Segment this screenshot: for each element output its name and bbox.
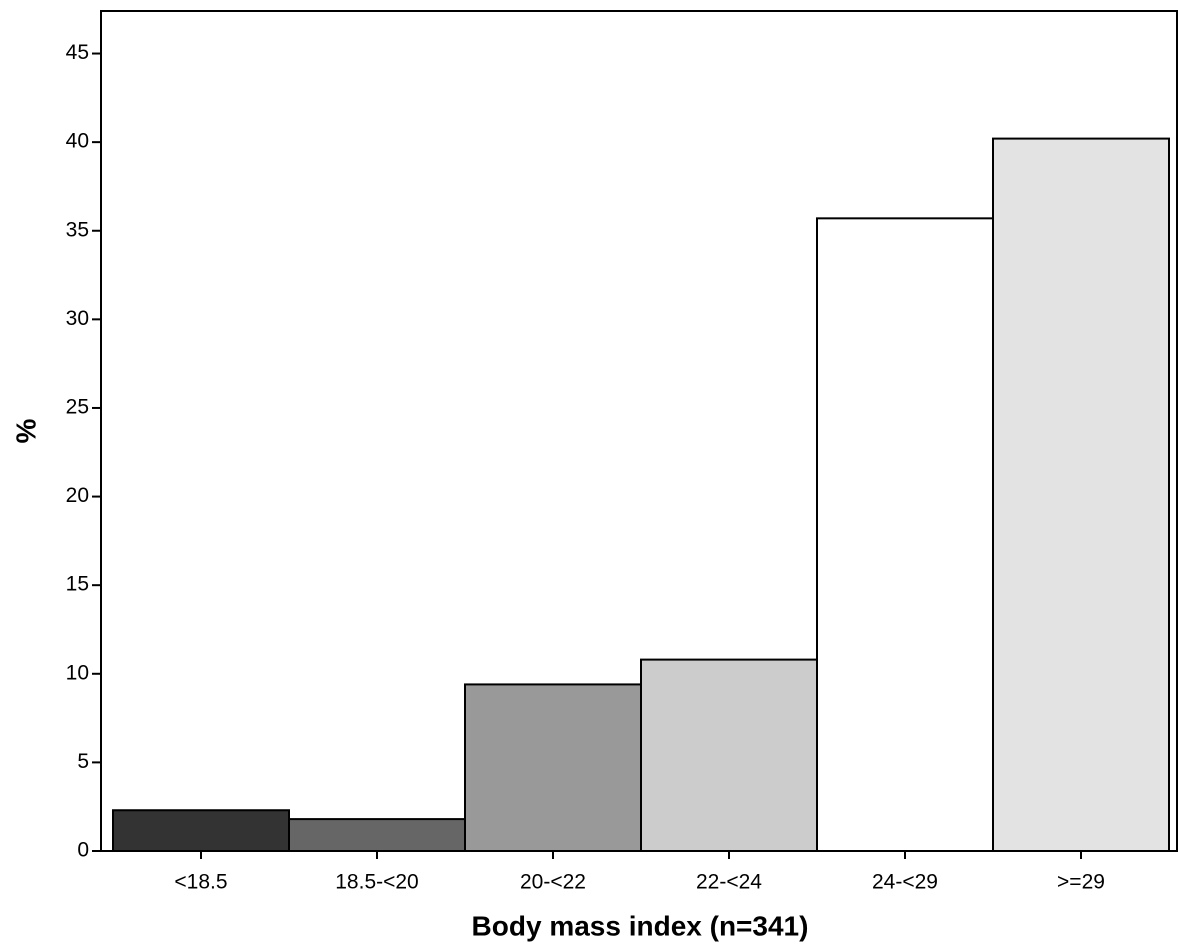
x-tick-label: 18.5-<20 [335,871,419,894]
bar [112,809,290,852]
y-tick-label: 45 [66,41,89,64]
y-tick-label: 35 [66,218,89,241]
y-tick-label: 5 [77,750,89,773]
y-tick-label: 10 [66,661,89,684]
y-tick-label: 0 [77,839,89,862]
y-tick-label: 25 [66,396,89,419]
x-tick-label: 22-<24 [696,871,762,894]
bar [992,137,1170,853]
y-tick-label: 15 [66,573,89,596]
x-tick-label: >=29 [1057,871,1105,894]
bar [288,818,466,852]
y-tick-label: 20 [66,484,89,507]
y-tick-label: 30 [66,307,89,330]
x-tick-label: 24-<29 [872,871,938,894]
bar [816,217,994,852]
bar [640,658,818,853]
y-tick-label: 40 [66,130,89,153]
x-tick-label: 20-<22 [520,871,586,894]
bar [464,683,642,852]
y-axis-title: % [10,418,41,443]
x-axis-title: Body mass index (n=341) [472,910,809,941]
x-tick-label: <18.5 [174,871,227,894]
